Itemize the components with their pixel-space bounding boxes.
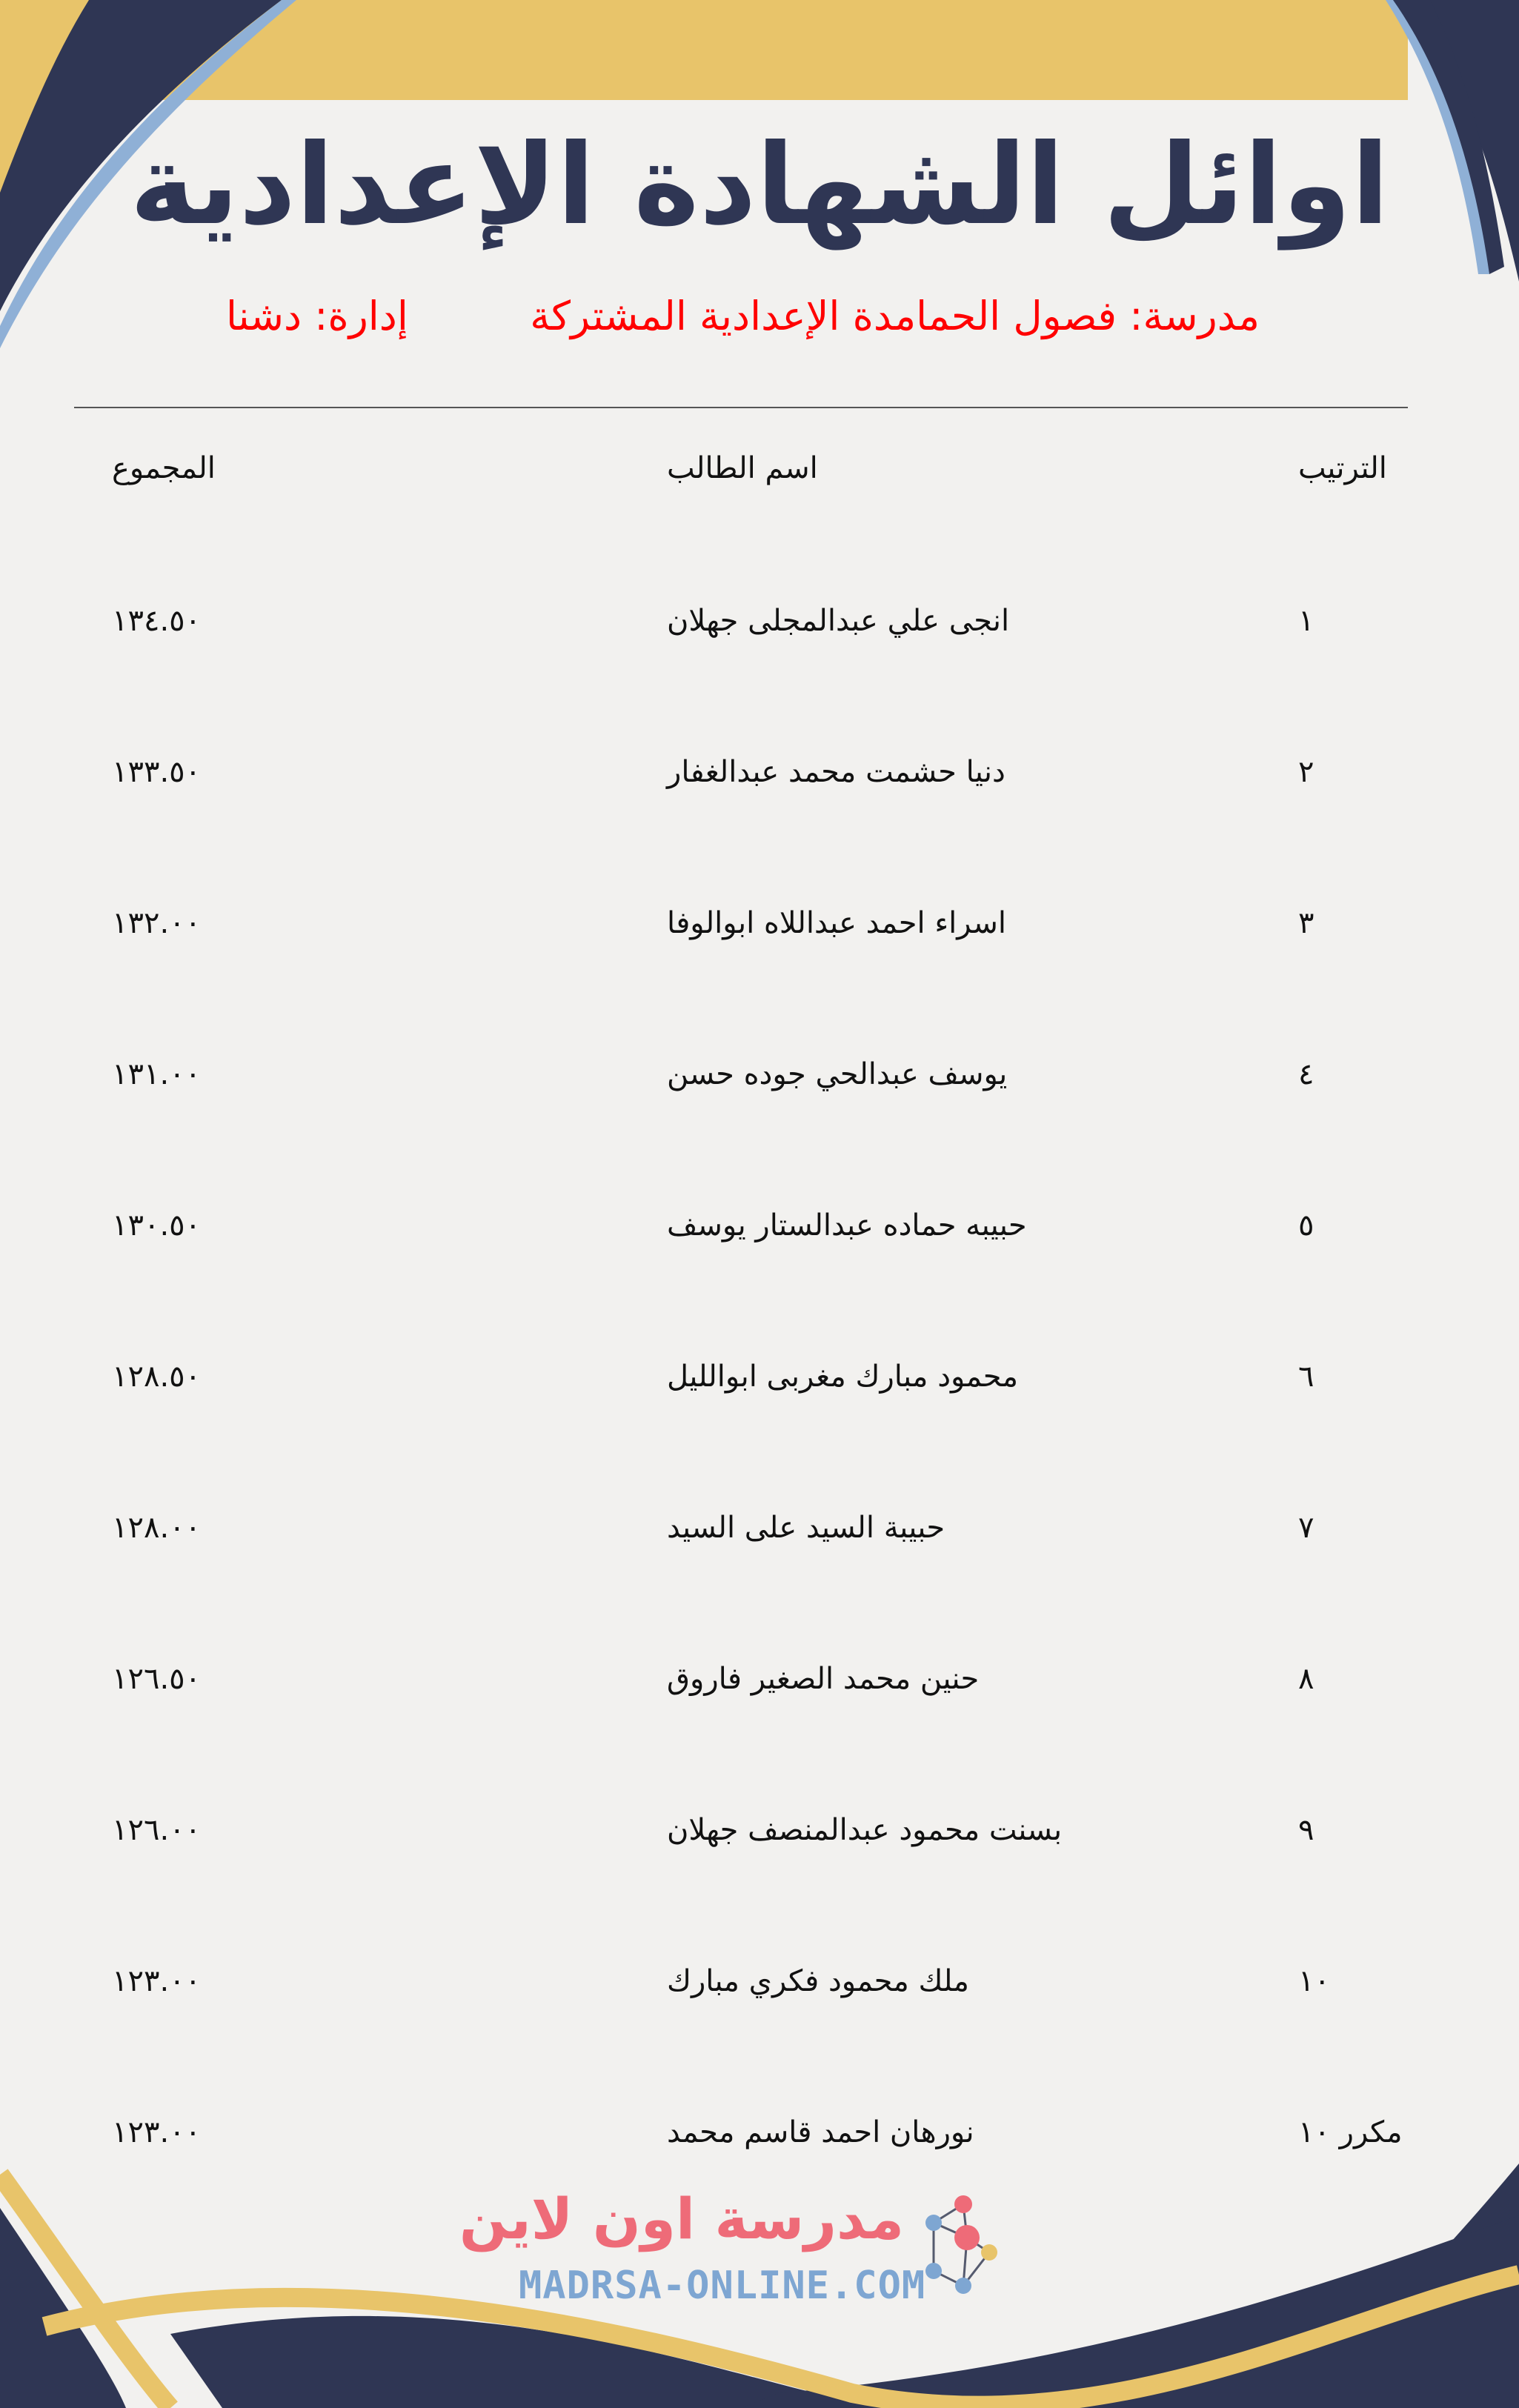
total-cell: ١٣٤.٥٠: [112, 604, 202, 638]
student-name-cell: يوسف عبدالحي جوده حسن: [667, 1057, 1008, 1091]
total-cell: ١٢٨.٥٠: [112, 1360, 202, 1394]
logo-arabic-text: مدرسة اون لاين: [459, 2186, 904, 2252]
student-name-cell: نورهان احمد قاسم محمد: [667, 2115, 974, 2149]
total-cell: ١٢٣.٠٠: [112, 1964, 202, 1998]
rank-cell: ٨: [1298, 1662, 1314, 1696]
total-cell: ١٢٦.٥٠: [112, 1662, 202, 1696]
rank-cell: ٦: [1298, 1360, 1314, 1394]
school-name: مدرسة: فصول الحمامدة الإعدادية المشتركة: [530, 293, 1260, 339]
header-name: اسم الطالب: [667, 451, 818, 485]
student-name-cell: حبيبة السيد على السيد: [667, 1511, 945, 1545]
student-name-cell: بسنت محمود عبدالمنصف جهلان: [667, 1813, 1063, 1847]
student-name-cell: دنيا حشمت محمد عبدالغفار: [667, 755, 1006, 789]
header-divider: [74, 407, 1408, 408]
total-cell: ١٣١.٠٠: [112, 1057, 202, 1091]
student-name-cell: اسراء احمد عبداللاه ابوالوفا: [667, 906, 1006, 940]
rank-cell: ٩: [1298, 1813, 1314, 1847]
student-name-cell: حبيبه حماده عبدالستار يوسف: [667, 1208, 1027, 1243]
madrsa-online-logo: مدرسة اون لاين MADRSA-ONLINE.COM: [459, 2186, 1008, 2312]
total-cell: ١٢٨.٠٠: [112, 1511, 202, 1545]
header-total: المجموع: [112, 451, 216, 485]
rank-cell: ١٠: [1298, 1964, 1330, 1998]
molecule-icon: [925, 2195, 997, 2294]
student-name-cell: حنين محمد الصغير فاروق: [667, 1662, 980, 1696]
rank-cell: مكرر ١٠: [1298, 2115, 1403, 2149]
rank-cell: ٣: [1298, 906, 1314, 940]
header-rank: الترتيب: [1298, 451, 1387, 485]
page-title: اوائل الشهادة الإعدادية: [130, 121, 1389, 250]
total-cell: ١٣٣.٥٠: [112, 755, 202, 789]
total-cell: ١٣٠.٥٠: [112, 1208, 202, 1243]
student-name-cell: انجى علي عبدالمجلى جهلان: [667, 604, 1010, 638]
logo-latin-text: MADRSA-ONLINE.COM: [519, 2264, 926, 2308]
administration-name: إدارة: دشنا: [226, 293, 408, 339]
total-cell: ١٢٦.٠٠: [112, 1813, 202, 1847]
total-cell: ١٢٣.٠٠: [112, 2115, 202, 2149]
total-cell: ١٣٢.٠٠: [112, 906, 202, 940]
student-name-cell: محمود مبارك مغربى ابوالليل: [667, 1360, 1019, 1394]
rank-cell: ١: [1298, 604, 1314, 638]
rank-cell: ٧: [1298, 1511, 1314, 1545]
student-name-cell: ملك محمود فكري مبارك: [667, 1964, 969, 1998]
rank-cell: ٥: [1298, 1208, 1314, 1243]
rank-cell: ٢: [1298, 755, 1314, 789]
rank-cell: ٤: [1298, 1057, 1314, 1091]
